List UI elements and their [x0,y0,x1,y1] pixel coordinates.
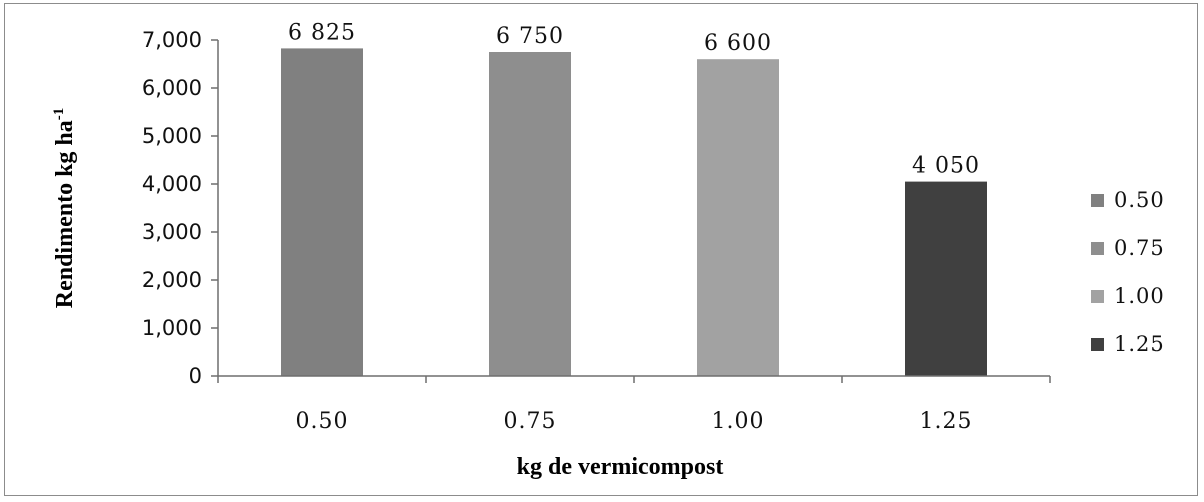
legend-swatch [1091,338,1104,351]
x-axis-ticks: 0.50 0.75 1.00 1.25 [217,376,1051,434]
bar-series: 6 825 6 750 6 600 4 050 [281,20,987,377]
data-label: 6 825 [288,20,356,45]
y-tick-label: 6,000 [142,76,202,100]
x-axis-title: kg de vermicompost [517,454,724,480]
legend-swatch [1091,290,1104,303]
y-axis-title: Rendimento kg ha-1 [51,108,78,309]
y-tick-label: 4,000 [142,172,202,196]
data-label: 4 050 [912,154,980,179]
legend-label: 1.25 [1114,332,1165,356]
legend-label: 0.75 [1114,236,1165,260]
x-tick-label: 1.25 [920,409,973,434]
y-axis-title-superscript: -1 [51,108,67,121]
y-tick-label: 5,000 [142,124,202,148]
y-axis-ticks: 0 1,000 2,000 3,000 4,000 5,000 6,000 7,000 [142,28,218,388]
bar [905,181,987,376]
bar [281,48,363,377]
bar [697,59,779,376]
y-axis-title-text: Rendimento kg ha [52,120,78,308]
y-tick-label: 0 [189,364,202,388]
x-tick-label: 0.75 [504,409,557,434]
y-tick-label: 3,000 [142,220,202,244]
y-tick-label: 2,000 [142,268,202,292]
data-label: 6 750 [496,24,564,49]
x-tick-label: 0.50 [296,409,349,434]
chart-frame [4,3,1198,496]
legend: 0.50 0.75 1.00 1.25 [1091,188,1165,356]
y-tick-label: 7,000 [142,28,202,52]
y-tick-label: 1,000 [142,316,202,340]
x-tick-label: 1.00 [712,409,765,434]
legend-swatch [1091,242,1104,255]
legend-label: 0.50 [1114,188,1165,212]
legend-label: 1.00 [1114,284,1165,308]
legend-swatch [1091,194,1104,207]
bar [489,52,571,376]
data-label: 6 600 [704,31,772,56]
